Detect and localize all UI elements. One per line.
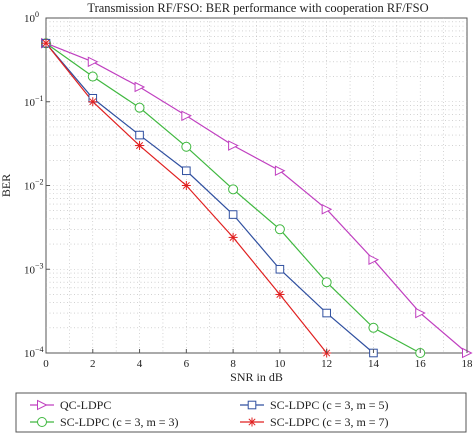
data-point-marker	[228, 232, 238, 242]
x-tick-label: 2	[90, 358, 96, 370]
data-point-marker	[274, 165, 286, 177]
series-line	[45, 42, 468, 354]
chart-title: Transmission RF/FSO: BER performance wit…	[87, 1, 428, 15]
data-point-marker	[228, 140, 239, 151]
data-point-marker	[181, 181, 191, 190]
legend-item: QC-LDPC	[30, 398, 111, 412]
x-tick-label: 16	[415, 358, 427, 370]
legend-box	[15, 392, 467, 433]
x-tick-label: 10	[274, 358, 286, 370]
legend-label: QC-LDPC	[60, 398, 111, 412]
x-axis-ticks: 0 2 4 6 8 10 12 14 16 18	[43, 349, 473, 370]
data-point-marker	[275, 264, 285, 274]
data-point-marker	[135, 130, 144, 140]
data-point-marker	[321, 203, 333, 215]
x-tick-label: 6	[184, 358, 190, 370]
x-tick-label: 14	[368, 358, 380, 370]
x-tick-label: 4	[137, 358, 143, 370]
data-point-marker	[88, 97, 98, 107]
y-tick-label: 10−4	[24, 345, 44, 360]
legend-label: SC-LDPC (c = 3, m = 5)	[270, 398, 389, 412]
data-point-marker	[41, 38, 51, 48]
x-tick-label: 8	[230, 358, 236, 370]
data-point-marker	[275, 289, 285, 299]
data-point-marker	[182, 166, 191, 176]
data-point-marker	[37, 417, 47, 427]
data-point-marker	[134, 102, 145, 113]
y-tick-label: 10−3	[24, 261, 44, 276]
grid-lines	[46, 18, 467, 353]
data-point-marker	[247, 400, 257, 410]
data-point-marker	[321, 277, 332, 288]
data-point-marker	[37, 399, 48, 411]
data-point-marker	[322, 308, 331, 318]
y-tick-label: 10−2	[24, 178, 44, 193]
legend-item: SC-LDPC (c = 3, m = 3)	[30, 415, 179, 429]
y-axis-label: BER	[0, 174, 13, 197]
legend-item: SC-LDPC (c = 3, m = 7)	[240, 415, 389, 429]
y-axis-ticks: 100 10−1 10−2 10−3 10−4	[24, 10, 50, 360]
y-tick-label: 100	[24, 10, 39, 25]
series-line	[45, 42, 374, 354]
x-tick-label: 12	[321, 358, 332, 370]
y-tick-label: 10−1	[24, 94, 44, 109]
plot-area	[41, 17, 473, 359]
data-point-marker	[181, 141, 192, 152]
data-point-marker	[135, 141, 145, 151]
legend: QC-LDPC SC-LDPC (c = 3, m = 5) SC-LDPC (c …	[15, 392, 467, 433]
data-point-marker	[181, 110, 192, 122]
x-tick-label: 0	[43, 358, 49, 370]
data-point-marker	[228, 184, 239, 195]
legend-label: SC-LDPC (c = 3, m = 3)	[60, 415, 179, 429]
x-tick-label: 18	[462, 358, 474, 370]
data-point-marker	[87, 56, 99, 68]
data-point-marker	[134, 81, 146, 93]
data-point-marker	[368, 322, 379, 333]
data-point-marker	[247, 417, 257, 427]
legend-item: SC-LDPC (c = 3, m = 5)	[240, 398, 389, 412]
data-point-marker	[368, 254, 380, 266]
data-point-marker	[274, 224, 285, 235]
data-point-marker	[87, 71, 98, 82]
x-axis-label: SNR in dB	[230, 370, 283, 384]
data-point-marker	[228, 210, 238, 219]
data-point-marker	[415, 307, 426, 319]
legend-label: SC-LDPC (c = 3, m = 7)	[270, 415, 389, 429]
